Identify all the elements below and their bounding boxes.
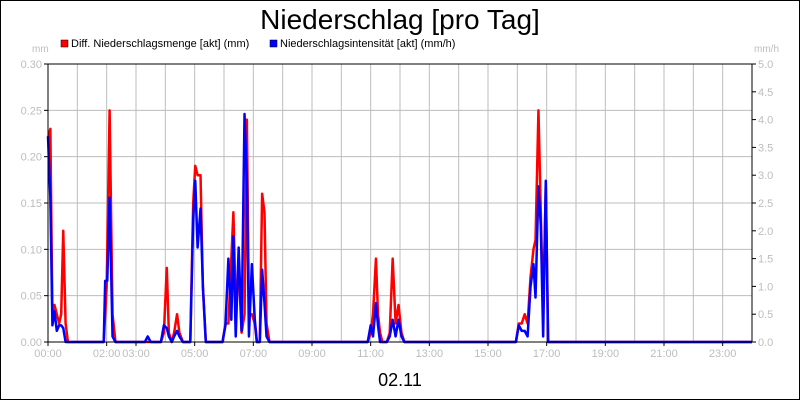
right-tick-label: 2.5	[758, 198, 773, 210]
x-tick-label: 11:00	[357, 348, 384, 360]
x-tick-label: 05:00	[181, 348, 209, 360]
date-label: 02.11	[378, 370, 422, 390]
right-tick-label: 3.5	[758, 142, 773, 154]
grid	[48, 63, 752, 343]
right-tick-label: 5.0	[758, 59, 773, 71]
legend-swatch-blue	[269, 39, 278, 48]
axis-ticks: 0.00 0.05 0.10 0.15 0.20 0.25 0.30 0.0 0.5 1.0 1.5…	[21, 59, 774, 360]
right-tick-label: 1.5	[758, 254, 773, 266]
left-tick-label: 0.20	[21, 152, 42, 164]
right-tick-label: 0.5	[758, 309, 773, 321]
right-tick-label: 0.0	[758, 337, 773, 349]
legend-label-series-1: Diff. Niederschlagsmenge [akt] (mm)	[71, 38, 249, 50]
left-tick-label: 0.00	[21, 337, 42, 349]
right-tick-label: 2.0	[758, 226, 773, 238]
x-tick-label: 23:00	[709, 348, 737, 360]
right-tick-label: 4.0	[758, 115, 773, 127]
left-tick-label: 0.05	[21, 291, 42, 303]
right-tick-label: 3.0	[758, 170, 773, 182]
right-tick-label: 1.0	[758, 281, 773, 293]
x-tick-label: 19:00	[592, 348, 620, 360]
legend: Diff. Niederschlagsmenge [akt] (mm) Nied…	[60, 38, 455, 50]
x-tick-label: 00:00	[34, 348, 62, 360]
left-tick-label: 0.10	[21, 244, 42, 256]
left-tick-label: 0.15	[21, 198, 42, 210]
x-tick-label: 07:00	[240, 348, 268, 360]
legend-swatch-red	[60, 39, 69, 48]
x-tick-label: 02:00	[93, 348, 121, 360]
right-tick-label: 4.5	[758, 87, 773, 99]
left-axis-unit: mm	[32, 44, 49, 55]
left-tick-label: 0.25	[21, 105, 42, 117]
left-tick-label: 0.30	[21, 59, 42, 71]
x-tick-label: 17:00	[533, 348, 561, 360]
x-tick-label: 03:00	[122, 348, 150, 360]
x-tick-label: 15:00	[474, 348, 502, 360]
x-tick-label: 09:00	[298, 348, 326, 360]
right-axis-unit: mm/h	[754, 44, 779, 55]
x-tick-label: 13:00	[416, 348, 444, 360]
legend-label-series-2: Niederschlagsintensität [akt] (mm/h)	[280, 38, 455, 50]
chart-title: Niederschlag [pro Tag]	[260, 4, 540, 35]
x-tick-label: 21:00	[650, 348, 678, 360]
